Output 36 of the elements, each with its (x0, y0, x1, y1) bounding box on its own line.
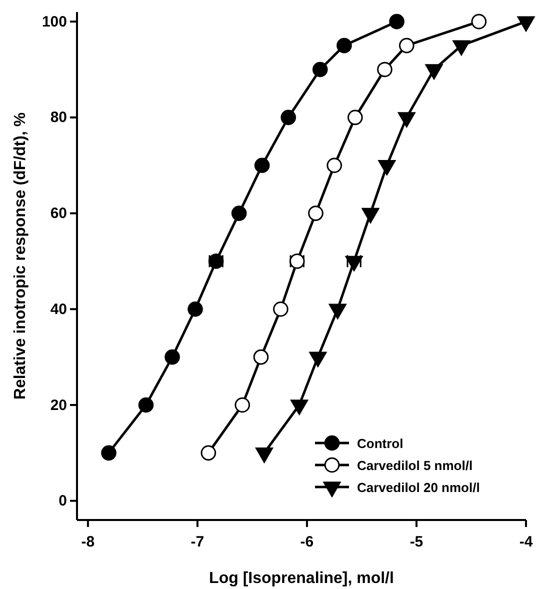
point (280, 110, 296, 126)
y-tick-label: 20 (50, 396, 67, 414)
y-tick-label: 80 (50, 109, 67, 126)
point (389, 14, 404, 30)
point (164, 349, 180, 365)
x-tick-label: -8 (81, 534, 95, 550)
legend-label: Control (357, 436, 404, 451)
y-tick-label: 0 (58, 492, 67, 510)
point (312, 62, 328, 78)
point (138, 397, 154, 413)
x-tick-label: -5 (410, 534, 424, 550)
point (377, 62, 392, 78)
y-tick-label: 60 (50, 205, 67, 222)
x-tick-label: -6 (300, 534, 314, 550)
point (308, 206, 324, 221)
point (200, 445, 216, 461)
point (326, 158, 342, 174)
point (348, 110, 363, 126)
y-tick-label: 40 (50, 300, 67, 318)
point (273, 301, 288, 317)
point (188, 301, 203, 317)
point (254, 158, 270, 174)
legend-label: Carvedilol 5 nmol/l (357, 458, 473, 473)
legend-label: Carvedilol 20 nmol/l (357, 480, 480, 495)
y-tick-label: 100 (42, 13, 67, 30)
x-axis-title: Log [Isoprenaline], mol/l (209, 570, 394, 587)
point (336, 38, 352, 54)
point (253, 349, 269, 365)
x-tick-label: -4 (519, 534, 534, 550)
point (234, 397, 250, 413)
y-axis-title: Relative inotropic response (dF/dt), % (12, 112, 29, 400)
point (398, 38, 414, 54)
point (471, 14, 487, 30)
x-tick-label: -7 (190, 534, 204, 550)
point (231, 206, 247, 221)
point (101, 445, 116, 461)
